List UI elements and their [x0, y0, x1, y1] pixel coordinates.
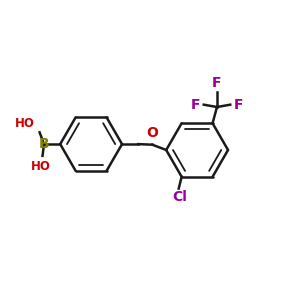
Text: F: F: [212, 76, 222, 90]
Text: HO: HO: [15, 117, 35, 130]
Text: F: F: [191, 98, 200, 112]
Text: O: O: [146, 126, 158, 140]
Text: HO: HO: [31, 160, 51, 173]
Text: B: B: [39, 137, 49, 151]
Text: Cl: Cl: [173, 190, 188, 204]
Text: F: F: [234, 98, 243, 112]
